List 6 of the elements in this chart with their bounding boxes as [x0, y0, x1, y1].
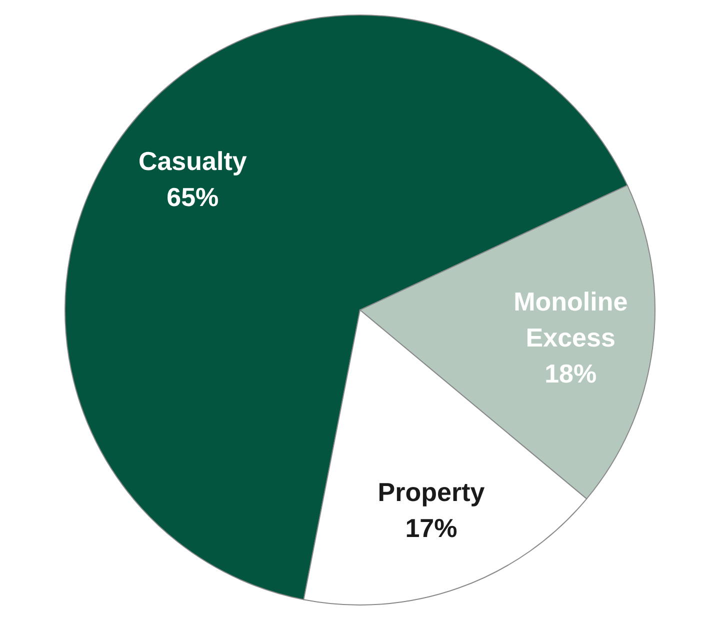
slice-label: Property [378, 477, 486, 508]
data-label: 18% [544, 358, 597, 388]
data-label: 17% [405, 513, 458, 544]
slice-label: Monoline Excess [514, 286, 628, 352]
slice-label: Casualty [138, 146, 248, 176]
data-label: 65% [166, 182, 219, 212]
